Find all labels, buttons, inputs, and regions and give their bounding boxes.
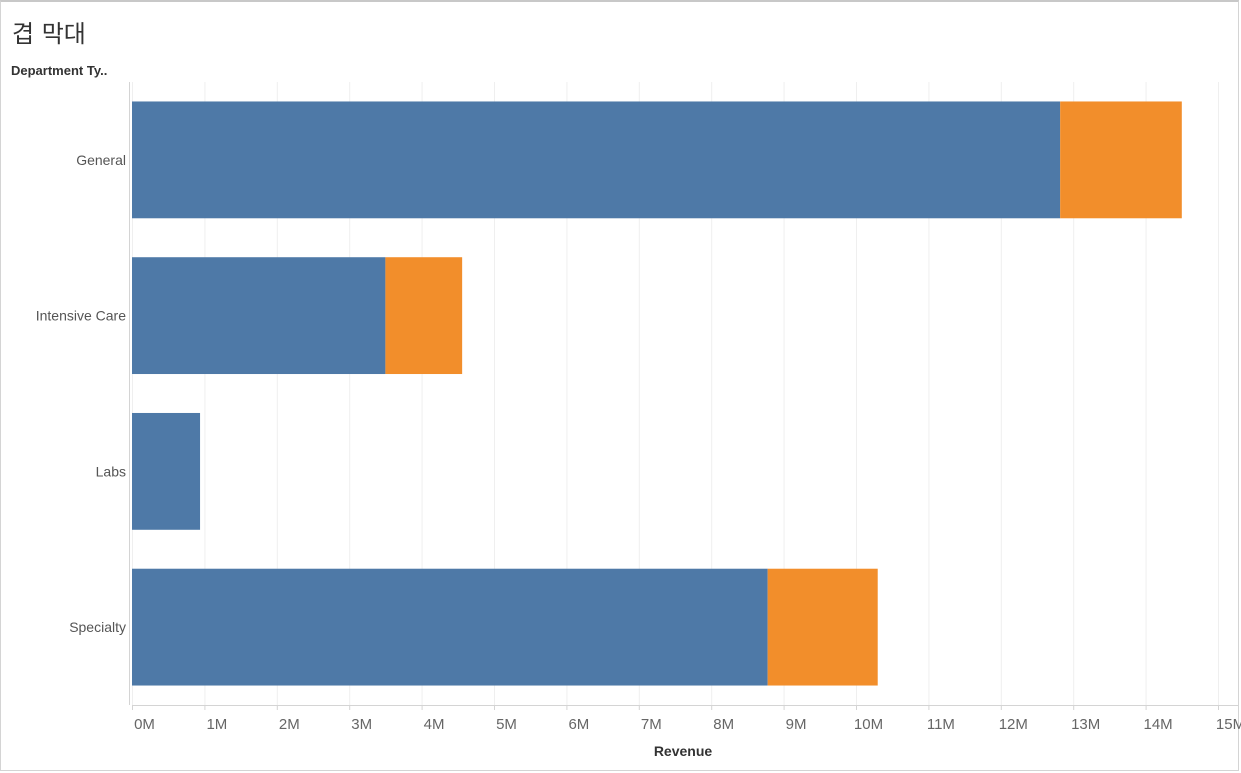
bar-segment[interactable]	[132, 257, 386, 375]
category-label[interactable]: Intensive Care	[36, 308, 126, 324]
bar-segment[interactable]	[132, 101, 1061, 219]
bar-segment[interactable]	[385, 257, 463, 375]
sheet-title: 겹 막대	[12, 20, 86, 48]
category-label[interactable]: Labs	[96, 463, 126, 479]
x-tick-label: 2M	[279, 716, 300, 733]
x-tick-label: 9M	[786, 716, 807, 733]
category-axis: General Intensive Care Labs Specialty	[36, 152, 126, 635]
x-tick-label: 0M	[134, 716, 155, 733]
bars	[132, 101, 1182, 686]
row-field-header[interactable]: Department Ty..	[11, 63, 108, 78]
x-tick-label: 7M	[641, 716, 662, 733]
bar-segment[interactable]	[132, 568, 768, 686]
x-tick-label: 4M	[424, 716, 445, 733]
bar-segment[interactable]	[1060, 101, 1182, 219]
x-tick-label: 15M	[1216, 716, 1241, 733]
x-axis: 0M 1M 2M 3M 4M 5M 6M 7M 8M 9M 10M 11M 12M 13M 14M 15M	[129, 82, 1241, 733]
x-axis-title: Revenue	[654, 743, 713, 759]
x-tick-label: 1M	[206, 716, 227, 733]
x-tick-label: 13M	[1071, 716, 1100, 733]
x-tick-label: 11M	[927, 716, 955, 733]
category-label[interactable]: General	[76, 152, 126, 168]
x-tick-label: 5M	[496, 716, 517, 733]
x-tick-label: 8M	[713, 716, 734, 733]
category-label[interactable]: Specialty	[69, 619, 126, 635]
bar-segment[interactable]	[132, 412, 201, 530]
x-tick-label: 6M	[568, 716, 589, 733]
x-tick-label: 10M	[854, 716, 883, 733]
x-tick-label: 14M	[1144, 716, 1173, 733]
bar-segment[interactable]	[767, 568, 878, 686]
x-tick-label: 12M	[999, 716, 1028, 733]
x-tick-label: 3M	[351, 716, 372, 733]
